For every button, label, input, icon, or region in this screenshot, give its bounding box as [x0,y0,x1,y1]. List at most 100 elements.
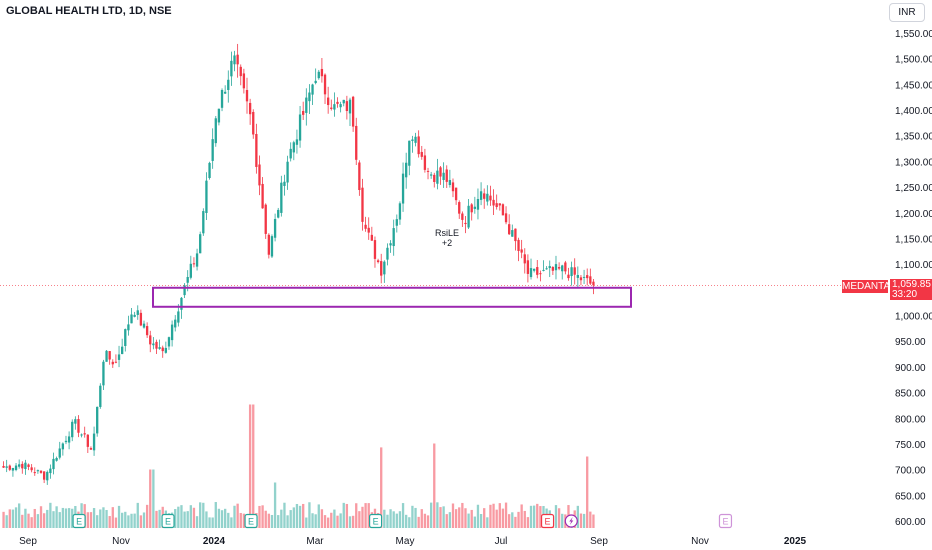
price-tick-label: 1,400.00 [895,106,932,117]
candle-body [320,68,324,77]
earnings-icon[interactable] [718,513,733,529]
candle-body [167,337,171,347]
candle-body [2,465,5,468]
earnings-icon-label: E [165,517,171,527]
volume-bar [330,512,333,528]
rsi-marker-label: RsiLE [434,228,459,238]
volume-bar [252,404,255,528]
candle-body [280,182,283,213]
volume-bar [92,508,96,528]
candle-body [420,151,423,157]
candle-body [545,268,548,270]
volume-bar [414,507,417,528]
candle-body [345,101,349,111]
candle-body [495,203,498,208]
candle-body [227,79,230,90]
candle-body [152,343,155,346]
candle-body [520,249,523,253]
candle-body [11,467,15,471]
candle-body [302,110,305,115]
volume-bar [411,505,414,528]
candle-body [336,101,339,104]
volume-bar [483,508,486,528]
candle-body [479,191,483,200]
volume-bar [258,505,261,528]
candle-body [380,261,383,276]
volume-bar [417,516,420,528]
candle-body [136,310,139,315]
volume-bar [576,505,579,528]
volume-bar [280,509,283,528]
price-tick-label: 950.00 [895,337,926,348]
volume-bar [333,509,336,528]
candle-body [133,314,136,317]
volume-bar [89,512,93,528]
volume-bar [398,511,402,528]
demand-zone-box[interactable] [152,286,632,308]
volume-bar [520,504,523,528]
earnings-icon[interactable] [161,513,175,529]
volume-bar [230,517,233,528]
volume-bar [442,506,445,528]
volume-bar [283,502,286,528]
candle-body [308,92,311,102]
candle-body [89,448,93,450]
candle-body [77,419,80,433]
candle-body [239,66,242,77]
rsi-marker[interactable]: RsiLE +2 [432,228,462,248]
candle-body [105,350,108,362]
price-tick-label: 1,200.00 [895,209,932,220]
earnings-icon[interactable] [368,513,383,529]
volume-bar [336,515,339,528]
price-tick-label: 900.00 [895,363,926,374]
volume-bar [127,515,130,528]
candle-body [261,183,264,209]
candle-body [55,457,58,461]
volume-bar [42,513,46,528]
candle-body [389,243,392,246]
volume-bar [139,515,143,528]
earnings-icon[interactable] [72,513,86,529]
currency-button[interactable]: INR [889,3,925,22]
volume-bar [220,510,224,528]
candle-body [486,193,489,202]
candle-body [183,285,186,296]
candle-body [5,466,8,468]
candle-body [539,273,542,275]
candle-body [526,260,530,274]
candle-body [217,108,221,123]
candle-body [230,60,233,77]
earnings-icon[interactable] [244,513,258,529]
volume-bar [121,512,124,528]
volume-bar [486,517,489,528]
volume-bar [30,517,33,528]
volume-bar [436,502,439,528]
candle-body [333,104,336,110]
candle-body [442,172,445,180]
volume-bar [183,511,186,528]
volume-bar [145,504,149,528]
earnings-icon[interactable] [540,513,555,529]
candle-body [392,228,395,247]
price-tick-label: 800.00 [895,414,926,425]
volume-bar [361,506,364,528]
volume-bar [11,509,15,528]
candle-body [102,361,105,386]
candle-body [542,269,545,271]
candle-body [586,275,589,279]
candle-body [298,114,302,141]
price-tick-label: 650.00 [895,491,926,502]
volume-bar [511,512,514,528]
volume-bar [592,514,595,528]
volume-bar [236,503,239,528]
candle-body [317,71,320,79]
price-tick-label: 850.00 [895,389,926,400]
candle-body [211,139,214,161]
candle-body [292,142,295,153]
volume-bar [501,508,505,528]
volume-bar [264,510,267,528]
volume-bar [345,503,349,528]
volume-bar [504,502,508,528]
candle-body [18,464,21,467]
